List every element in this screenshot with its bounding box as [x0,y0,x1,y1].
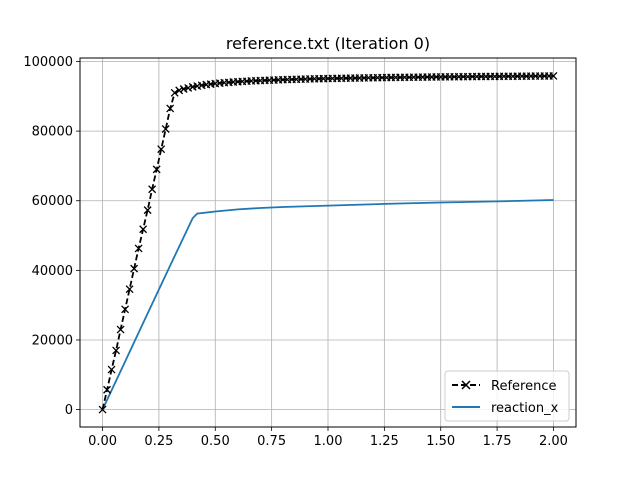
reference-point [139,225,148,234]
reference-point [549,72,558,80]
legend: Reference reaction_x [444,370,570,422]
x-tick-label: 1.50 [426,434,455,449]
legend-reference-label: Reference [491,379,556,394]
reference-point [98,405,107,414]
series [98,72,558,414]
plot-area-frame [79,57,577,428]
axis-ticks: 0.00 0.25 0.50 0.75 1.00 1.25 1.50 1.75 2.00 0 200… [23,55,568,449]
y-tick-label: 0 [65,403,73,418]
y-tick-label: 80000 [32,125,73,140]
reference-point [103,385,112,394]
reference-point [175,86,184,95]
reference-point [143,206,152,215]
reference-point [157,145,166,154]
reference-point [107,365,116,374]
x-tick-label: 1.25 [370,434,399,449]
x-tick-label: 0.50 [201,434,230,449]
x-tick-label: 0.00 [88,434,117,449]
y-tick-label: 20000 [32,333,73,348]
x-tick-label: 1.00 [314,434,343,449]
reference-point [148,185,157,194]
chart-title: reference.txt (Iteration 0) [226,34,430,53]
x-tick-label: 2.00 [539,434,568,449]
x-tick-label: 0.25 [144,434,173,449]
legend-reaction-x-label: reaction_x [491,401,559,416]
y-tick-label: 60000 [32,194,73,209]
reference-point [166,104,175,113]
y-tick-label: 40000 [32,264,73,279]
x-tick-label: 0.75 [257,434,286,449]
reference-point [161,125,170,133]
reference-point [112,346,121,355]
x-tick-label: 1.75 [483,434,512,449]
legend-reference-marker [461,380,471,390]
reference-point [170,88,179,97]
reference-point [121,305,130,314]
reference-point [134,244,143,253]
y-tick-label: 100000 [23,55,73,70]
reference-point [130,264,139,273]
reference-point [116,325,125,334]
reference-point [125,285,134,294]
reaction-x-line [101,199,554,410]
legend-box [444,370,570,422]
reference-point [152,165,161,174]
